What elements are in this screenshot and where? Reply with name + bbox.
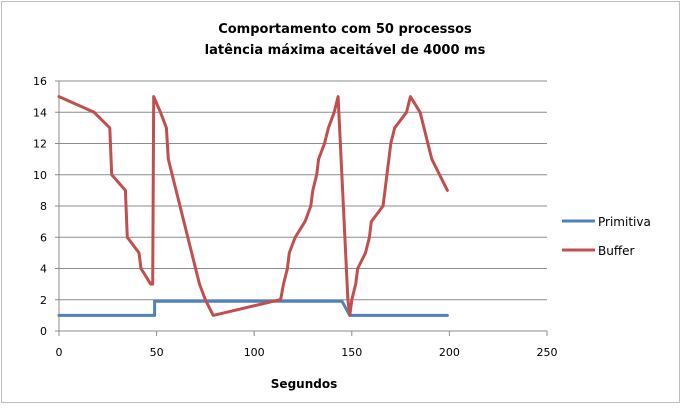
y-tick-label: 4 bbox=[40, 263, 47, 276]
legend-label-primitiva: Primitiva bbox=[598, 215, 651, 229]
x-tick-label: 50 bbox=[150, 346, 164, 359]
y-tick-label: 0 bbox=[40, 325, 47, 338]
y-tick-label: 14 bbox=[33, 106, 47, 119]
x-tick-label: 150 bbox=[341, 346, 362, 359]
y-tick-label: 6 bbox=[40, 231, 47, 244]
legend: Primitiva Buffer bbox=[562, 215, 651, 258]
x-tick-label: 0 bbox=[56, 346, 63, 359]
x-tick-label: 250 bbox=[537, 346, 558, 359]
data-series bbox=[57, 95, 449, 317]
legend-label-buffer: Buffer bbox=[598, 244, 634, 258]
series-line-primitiva bbox=[57, 299, 449, 317]
axes bbox=[55, 80, 548, 336]
y-tick-label: 16 bbox=[33, 75, 47, 88]
x-axis-tick-labels: 0 50 100 150 200 250 bbox=[56, 346, 558, 359]
series-line-buffer bbox=[57, 95, 449, 317]
x-tick-label: 200 bbox=[439, 346, 460, 359]
y-tick-label: 12 bbox=[33, 138, 47, 151]
y-tick-label: 8 bbox=[40, 200, 47, 213]
chart-title-line-2: latência máxima aceitável de 4000 ms bbox=[205, 43, 486, 58]
x-axis-title: Segundos bbox=[271, 377, 337, 391]
x-tick-label: 100 bbox=[244, 346, 265, 359]
y-axis-tick-labels: 0 2 4 6 8 10 12 14 16 bbox=[33, 75, 47, 338]
chart-border bbox=[1, 1, 680, 403]
y-tick-label: 10 bbox=[33, 169, 47, 182]
y-tick-label: 2 bbox=[40, 294, 47, 307]
chart-title-line-1: Comportamento com 50 processos bbox=[218, 22, 472, 37]
